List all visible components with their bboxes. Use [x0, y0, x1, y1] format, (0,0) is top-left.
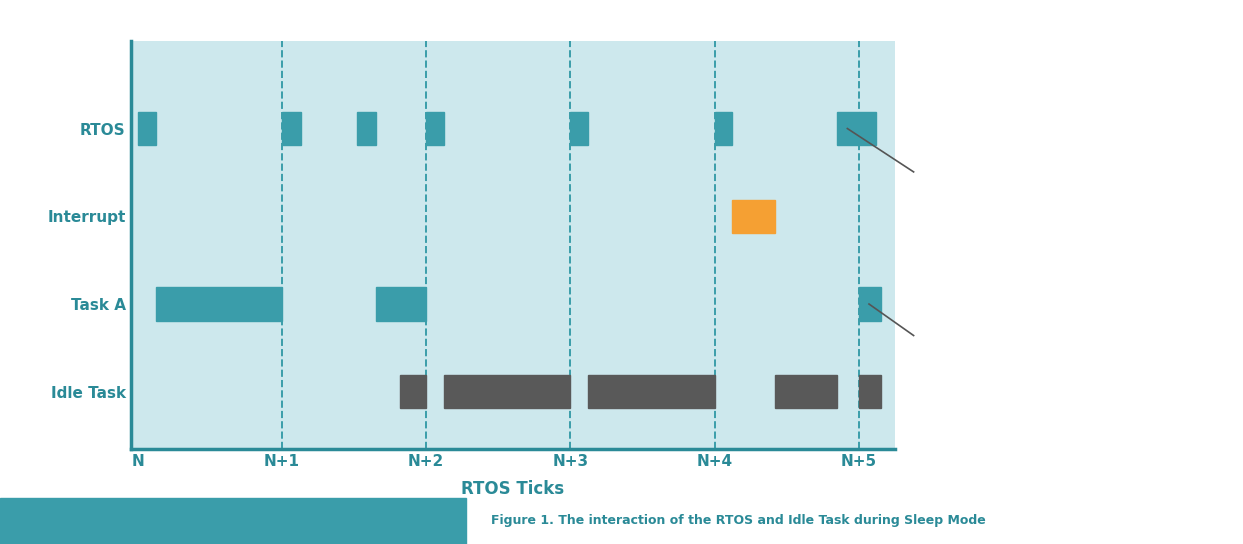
Bar [732, 200, 776, 233]
Bar [838, 112, 859, 145]
Bar [859, 375, 880, 409]
Bar [859, 112, 876, 145]
Bar [571, 112, 588, 145]
Bar [859, 287, 880, 321]
Bar [588, 375, 715, 409]
Bar [282, 112, 301, 145]
Bar [400, 375, 426, 409]
Bar [157, 287, 282, 321]
Text: Idle Task places
processor into
low power mode: Idle Task places processor into low powe… [945, 436, 1055, 486]
Text: Figure 1. The interaction of the RTOS and Idle Task during Sleep Mode: Figure 1. The interaction of the RTOS an… [491, 515, 986, 527]
Text: RTOS wakes on
each Tick,
determines all
Tasks are blocked
and re-enables
the Idl: RTOS wakes on each Tick, determines all … [945, 88, 1063, 196]
X-axis label: RTOS Ticks: RTOS Ticks [461, 480, 564, 498]
Bar [715, 112, 732, 145]
Bar [357, 112, 375, 145]
Bar [375, 287, 426, 321]
Bar [444, 375, 571, 409]
Bar [776, 375, 838, 409]
Text: RTOS awakes in
response to an
external interrupt: RTOS awakes in response to an external i… [945, 316, 1063, 367]
Bar [0, 498, 466, 544]
Bar [138, 112, 157, 145]
Bar [426, 112, 444, 145]
